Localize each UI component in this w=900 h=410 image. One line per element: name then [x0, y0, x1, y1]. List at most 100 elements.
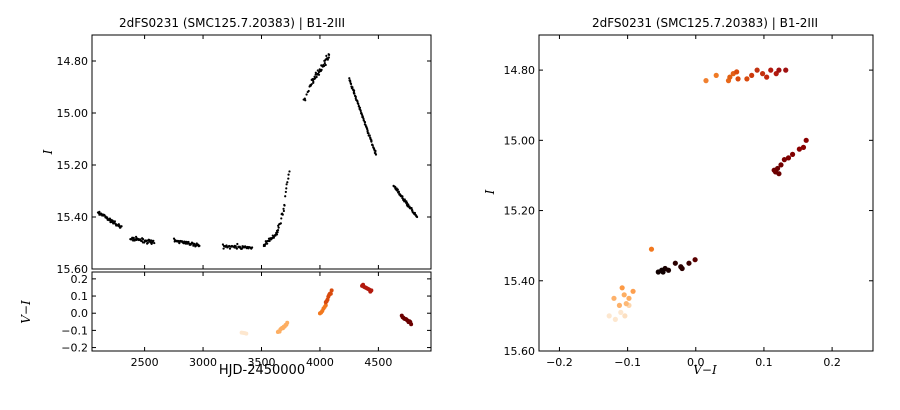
lightcurve-point [357, 102, 360, 106]
lightcurve-point [288, 170, 291, 173]
cmd-point [703, 78, 709, 84]
lightcurve-point [275, 233, 279, 236]
lightcurve-point [348, 77, 351, 80]
lightcurve-point [368, 134, 371, 137]
lightcurve-point [374, 153, 378, 156]
cmd-point [655, 269, 661, 275]
cmd-point [713, 72, 719, 78]
lightcurve-point [394, 185, 397, 189]
y-tick-label: 15.60 [504, 345, 536, 358]
cmd-point [686, 260, 692, 266]
lightcurve-point [366, 127, 369, 131]
cmd-point [672, 260, 678, 266]
cmd-ticks: −0.2 −0.1 0.0 0.1 0.2 14.80 15.00 15.20 15.40 15.… [504, 35, 873, 369]
cmd-point [630, 288, 636, 294]
cmd-frame [538, 34, 874, 352]
lightcurve-point [370, 140, 373, 143]
lightcurve-point [111, 219, 114, 223]
lightcurve-point [134, 235, 138, 238]
x-tick-label: 4000 [306, 356, 334, 369]
lightcurve-point [307, 89, 310, 93]
lightcurve-point [312, 80, 315, 83]
lightcurve-point [264, 243, 267, 246]
y-tick-label: 0.1 [71, 290, 89, 303]
cmd-xlabel: V−I [693, 363, 717, 377]
lightcurve-point [349, 82, 353, 86]
cmd-panel: 2dFS0231 (SMC125.7.20383) | B1-2III −0.2… [483, 16, 874, 377]
lightcurve-point [285, 187, 288, 190]
cmd-point [776, 171, 782, 177]
lightcurve-point [277, 226, 280, 229]
lightcurve-point [276, 229, 280, 232]
y-tick-label: 0.0 [71, 307, 89, 320]
lightcurve-point [410, 207, 413, 210]
lightcurve-point [282, 209, 285, 213]
lightcurve-point [132, 236, 135, 240]
cmd-ylabel: I [483, 189, 497, 195]
lightcurve-point [310, 83, 313, 86]
color-curve-point [323, 303, 328, 308]
lightcurve-point [314, 71, 317, 74]
x-tick-label: 0.2 [823, 356, 841, 369]
cmd-point [764, 74, 770, 80]
x-tick-label: 0.1 [755, 356, 773, 369]
lightcurve-point [323, 62, 326, 65]
lightcurve-point [415, 215, 419, 219]
y-tick-label: 15.00 [504, 134, 536, 147]
x-tick-label: −0.2 [546, 356, 573, 369]
lightcurve-point [284, 195, 287, 198]
cmd-point [616, 302, 623, 308]
cmd-point [771, 167, 777, 173]
cmd-point [800, 144, 807, 150]
lightcurve-point [371, 144, 374, 147]
lightcurve-point [397, 190, 400, 193]
color-curve-point [285, 320, 290, 325]
lightcurve-point [353, 92, 356, 95]
lightcurve-point [263, 244, 266, 247]
color-curve-ylabel: V−I [19, 300, 33, 324]
cmd-point [618, 309, 624, 315]
lightcurve-point [401, 195, 404, 198]
color-curve-ticks: 2500 3000 3500 4000 4500 −0.2 −0.1 0.0 0.1 0.2 [61, 272, 431, 369]
lightcurve-point [304, 99, 307, 102]
lightcurve-point [120, 225, 123, 228]
cmd-points [606, 67, 809, 322]
y-tick-label: 15.20 [504, 205, 536, 218]
lightcurve-point [287, 177, 290, 180]
lightcurve-point [366, 129, 369, 132]
lightcurve-point [146, 241, 149, 245]
lightcurve-point [349, 80, 352, 83]
cmd-point [749, 72, 755, 78]
lightcurve-point [326, 58, 329, 61]
lightcurve-point [279, 222, 282, 225]
lightcurve-point [225, 244, 228, 247]
lightcurve-point [363, 121, 367, 124]
lightcurve-point [235, 247, 238, 250]
lightcurve-point [327, 56, 331, 59]
lightcurve-point [113, 220, 116, 223]
cmd-point [619, 285, 625, 291]
cmd-point [612, 316, 618, 322]
cmd-point [789, 151, 796, 157]
lightcurve-point [287, 173, 290, 176]
lightcurve-point [281, 213, 284, 216]
lightcurve-point [280, 217, 283, 220]
cmd-point [626, 295, 632, 301]
lightcurve-ylabel: I [41, 149, 55, 155]
color-curve-point [369, 288, 374, 293]
lightcurve-point [403, 198, 406, 201]
x-tick-label: 3500 [248, 356, 276, 369]
color-curve-point [244, 331, 249, 336]
lightcurve-point [266, 242, 269, 245]
cmd-point [781, 157, 787, 163]
color-curve-point [328, 291, 333, 296]
lightcurve-point [284, 190, 287, 194]
lightcurve-frame [91, 34, 432, 270]
lightcurve-point [222, 247, 225, 250]
lightcurve-point [367, 132, 370, 135]
cmd-point [759, 71, 766, 77]
cmd-point [734, 69, 740, 75]
lightcurve-point [152, 239, 155, 243]
lightcurve-point [325, 54, 328, 57]
